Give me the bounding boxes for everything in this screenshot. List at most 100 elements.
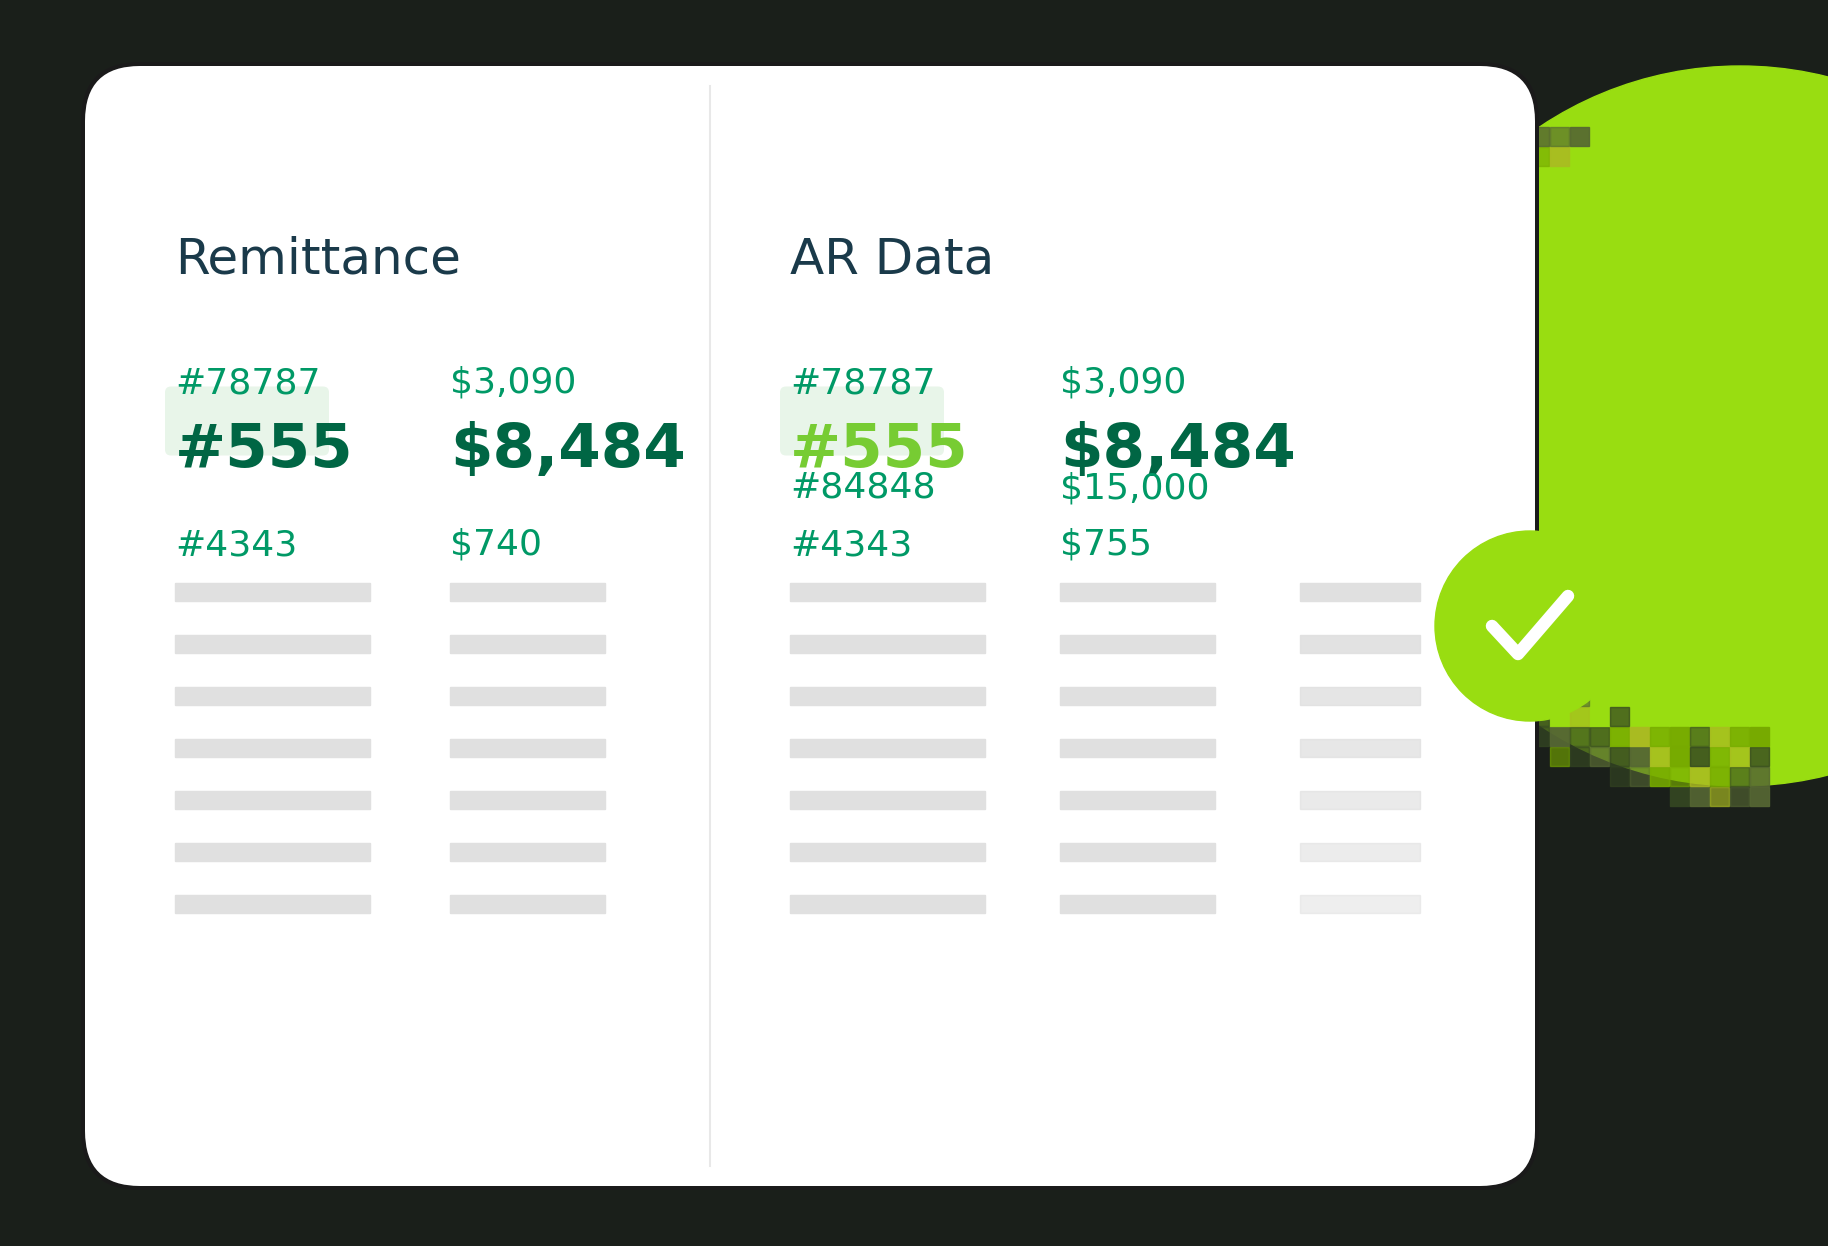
Bar (1631, 748, 1649, 766)
Bar (1651, 726, 1669, 746)
Bar (1570, 687, 1589, 706)
Text: $3,090: $3,090 (450, 366, 576, 400)
Bar (1709, 726, 1729, 746)
Bar (1550, 147, 1568, 166)
Bar (450, 687, 605, 705)
Bar (1671, 787, 1689, 806)
Bar (1530, 706, 1548, 726)
Text: $8,484: $8,484 (1060, 421, 1296, 480)
Bar (1550, 667, 1568, 687)
Bar (1060, 583, 1216, 601)
Text: #555: #555 (175, 421, 353, 480)
Text: $8,484: $8,484 (450, 421, 686, 480)
Bar (1610, 748, 1629, 766)
Bar (1749, 748, 1770, 766)
Text: #78787: #78787 (790, 366, 936, 400)
Bar (1590, 748, 1609, 766)
Bar (1610, 706, 1629, 726)
Bar (450, 844, 605, 861)
Bar (790, 635, 985, 653)
Bar (1300, 635, 1420, 653)
Bar (450, 635, 605, 653)
Text: #78787: #78787 (175, 366, 320, 400)
FancyBboxPatch shape (80, 62, 1539, 1190)
Text: #4343: #4343 (790, 528, 912, 562)
Bar (1729, 768, 1749, 786)
Bar (1691, 768, 1709, 786)
Bar (1570, 726, 1589, 746)
Bar (1671, 726, 1689, 746)
Bar (1550, 127, 1568, 146)
Bar (1060, 844, 1216, 861)
Bar (175, 687, 369, 705)
Bar (450, 791, 605, 809)
Bar (1060, 791, 1216, 809)
Bar (1590, 706, 1609, 726)
Bar (1300, 844, 1420, 861)
Bar (1550, 706, 1568, 726)
Bar (1729, 726, 1749, 746)
Bar (790, 895, 985, 913)
Bar (450, 739, 605, 758)
Bar (1651, 768, 1669, 786)
Bar (1729, 748, 1749, 766)
Text: Remittance: Remittance (175, 235, 461, 284)
Bar (790, 791, 985, 809)
Bar (790, 844, 985, 861)
Bar (175, 844, 369, 861)
Bar (450, 895, 605, 913)
Bar (1300, 791, 1420, 809)
Bar (175, 895, 369, 913)
Bar (1530, 147, 1548, 166)
Bar (1749, 787, 1770, 806)
Bar (1570, 706, 1589, 726)
Text: #555: #555 (790, 421, 969, 480)
Bar (1610, 768, 1629, 786)
Bar (1749, 768, 1770, 786)
Bar (1060, 895, 1216, 913)
Bar (1691, 726, 1709, 746)
Bar (175, 583, 369, 601)
Bar (175, 791, 369, 809)
Bar (1749, 726, 1770, 746)
Bar (1300, 739, 1420, 758)
Bar (1709, 748, 1729, 766)
Bar (1651, 748, 1669, 766)
Bar (1550, 726, 1568, 746)
Text: #84848: #84848 (790, 471, 936, 505)
Bar (1300, 687, 1420, 705)
Text: $3,090: $3,090 (1060, 366, 1186, 400)
Circle shape (1380, 66, 1828, 786)
Bar (1550, 687, 1568, 706)
Bar (1631, 768, 1649, 786)
Bar (1691, 787, 1709, 806)
Bar (1060, 687, 1216, 705)
Bar (1530, 726, 1548, 746)
Bar (1530, 667, 1548, 687)
Circle shape (1435, 531, 1625, 721)
Text: $755: $755 (1060, 528, 1152, 562)
Bar (1671, 748, 1689, 766)
FancyBboxPatch shape (781, 386, 943, 456)
Bar (1300, 895, 1420, 913)
Bar (1550, 748, 1568, 766)
FancyBboxPatch shape (165, 386, 329, 456)
Text: $15,000: $15,000 (1060, 471, 1210, 505)
Bar (1691, 748, 1709, 766)
Text: $740: $740 (450, 528, 541, 562)
Bar (175, 635, 369, 653)
Bar (1709, 768, 1729, 786)
Bar (1590, 726, 1609, 746)
Bar (175, 739, 369, 758)
Bar (450, 583, 605, 601)
Bar (1060, 739, 1216, 758)
Bar (1729, 787, 1749, 806)
Bar (1530, 127, 1548, 146)
Bar (1671, 768, 1689, 786)
Bar (790, 583, 985, 601)
FancyBboxPatch shape (84, 66, 1536, 1186)
Bar (790, 739, 985, 758)
Bar (1300, 583, 1420, 601)
Bar (1570, 127, 1589, 146)
Bar (1610, 726, 1629, 746)
